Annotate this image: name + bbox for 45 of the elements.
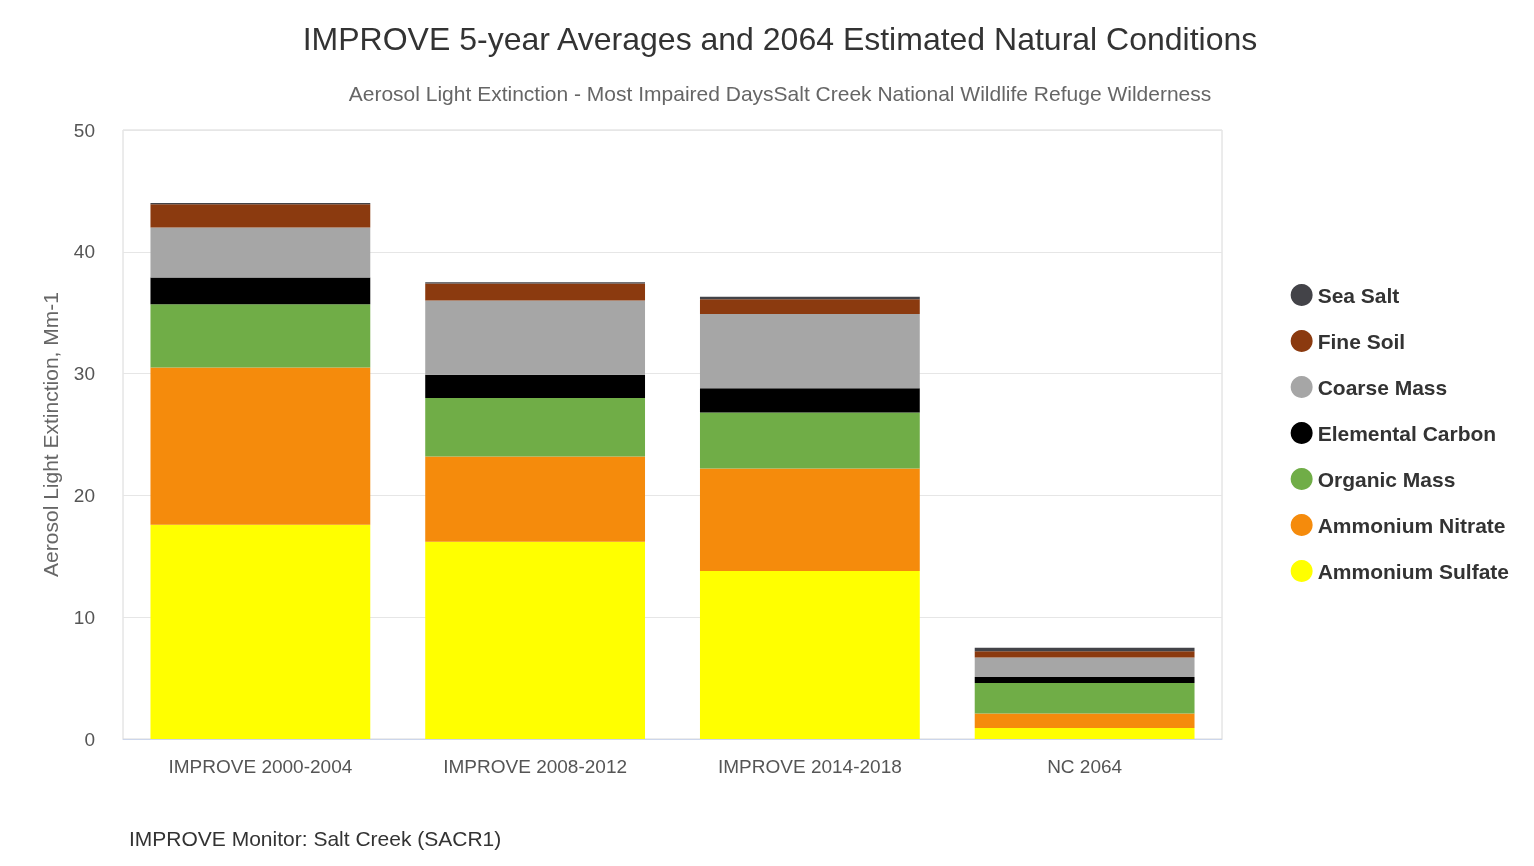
bar <box>974 651 1195 658</box>
y-tick-label: 0 <box>84 728 95 750</box>
y-tick-label: 10 <box>73 606 95 628</box>
bar <box>699 388 920 413</box>
legend-label: Sea Salt <box>1317 283 1400 307</box>
bar <box>974 728 1195 739</box>
chart-title: IMPROVE 5-year Averages and 2064 Estimated Natural Conditions <box>302 21 1258 57</box>
bar <box>425 541 646 739</box>
legend-label: Coarse Mass <box>1317 375 1448 399</box>
y-tick-label: 20 <box>73 484 95 506</box>
bar <box>150 227 371 278</box>
bar <box>425 300 646 375</box>
bar <box>974 676 1195 683</box>
bar <box>150 204 371 228</box>
legend-label: Ammonium Nitrate <box>1317 513 1506 537</box>
bar <box>150 524 371 739</box>
bar <box>699 570 920 739</box>
x-tick-label: IMPROVE 2000-2004 <box>168 756 353 777</box>
chart-subtitle: Aerosol Light Extinction - Most Impaired DaysSalt Creek National Wildlife Refuge Wilderness <box>348 82 1212 105</box>
bar <box>974 657 1195 677</box>
legend-label: Organic Mass <box>1317 467 1456 491</box>
bar <box>974 682 1195 714</box>
bar <box>699 412 920 469</box>
y-tick-label: 40 <box>73 241 95 263</box>
x-tick-label: IMPROVE 2008-2012 <box>443 756 628 777</box>
y-tick-label: 50 <box>73 119 95 141</box>
x-tick-label: NC 2064 <box>1047 756 1123 777</box>
bar <box>425 374 646 398</box>
y-axis-title: Aerosol Light Extinction, Mm-1 <box>39 292 62 577</box>
x-tick-label: IMPROVE 2014-2018 <box>717 756 902 777</box>
y-tick-label: 30 <box>73 363 95 385</box>
bar <box>150 304 371 368</box>
bar <box>150 277 371 305</box>
legend-label: Fine Soil <box>1317 329 1406 353</box>
text: IMPROVE Monitor: Salt Creek (SACR1) <box>129 827 502 850</box>
legend-label: Elemental Carbon <box>1317 421 1497 445</box>
bar <box>974 713 1195 729</box>
bar <box>699 313 920 389</box>
bar <box>699 468 920 571</box>
bar <box>425 397 646 457</box>
legend-label: Ammonium Sulfate <box>1317 559 1510 583</box>
bar <box>150 367 371 525</box>
bar <box>699 299 920 314</box>
bar <box>425 456 646 542</box>
bar <box>425 283 646 301</box>
